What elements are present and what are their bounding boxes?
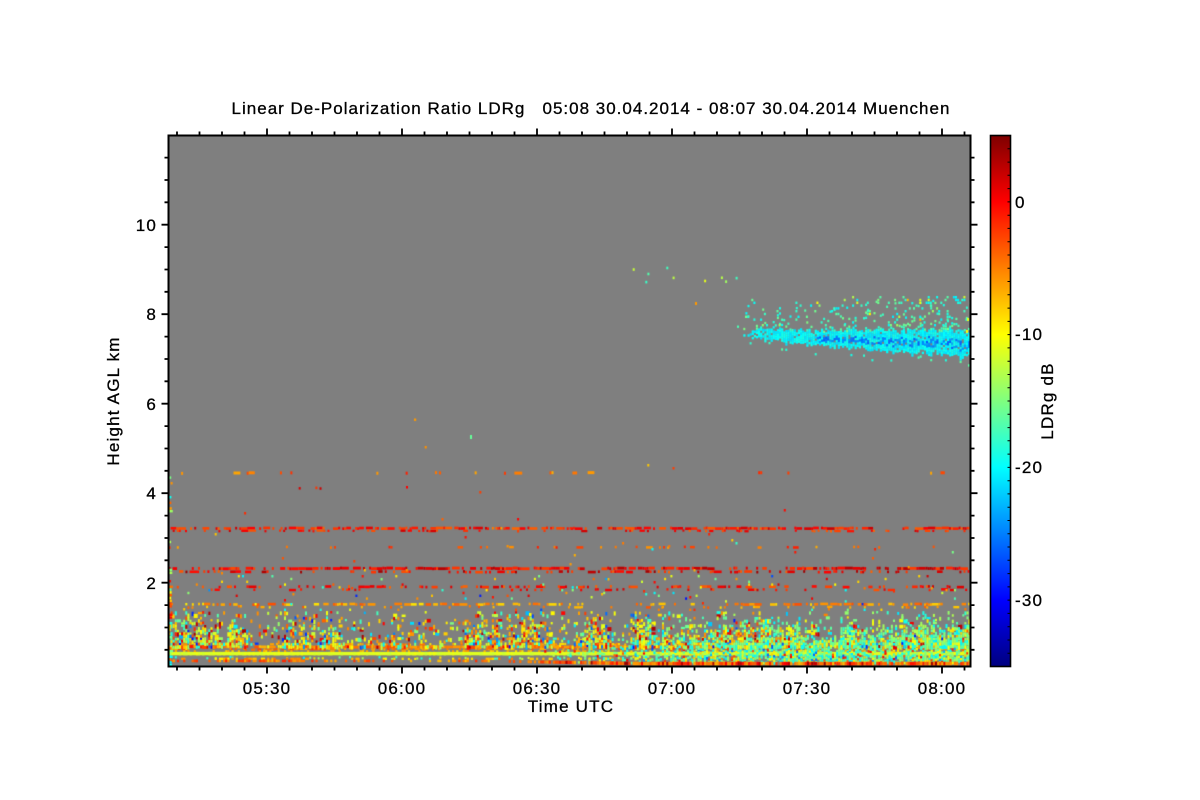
svg-text:-10: -10 bbox=[1015, 325, 1043, 344]
svg-text:8: 8 bbox=[146, 305, 157, 324]
svg-text:-20: -20 bbox=[1015, 458, 1043, 477]
svg-text:06:30: 06:30 bbox=[513, 679, 562, 698]
svg-text:4: 4 bbox=[146, 484, 157, 503]
svg-text:6: 6 bbox=[146, 395, 157, 414]
svg-text:Height AGL km: Height AGL km bbox=[104, 336, 123, 465]
svg-text:LDRg dB: LDRg dB bbox=[1038, 362, 1057, 439]
svg-text:2: 2 bbox=[146, 574, 157, 593]
svg-text:07:30: 07:30 bbox=[783, 679, 832, 698]
svg-text:0: 0 bbox=[1015, 193, 1026, 212]
svg-text:06:00: 06:00 bbox=[378, 679, 427, 698]
svg-text:Linear De-Polarization Ratio L: Linear De-Polarization Ratio LDRg 05:08 … bbox=[232, 99, 951, 118]
svg-text:Time UTC: Time UTC bbox=[528, 697, 614, 716]
svg-text:08:00: 08:00 bbox=[918, 679, 967, 698]
svg-text:05:30: 05:30 bbox=[243, 679, 292, 698]
svg-text:-30: -30 bbox=[1015, 591, 1043, 610]
svg-text:07:00: 07:00 bbox=[648, 679, 697, 698]
svg-text:10: 10 bbox=[136, 216, 157, 235]
